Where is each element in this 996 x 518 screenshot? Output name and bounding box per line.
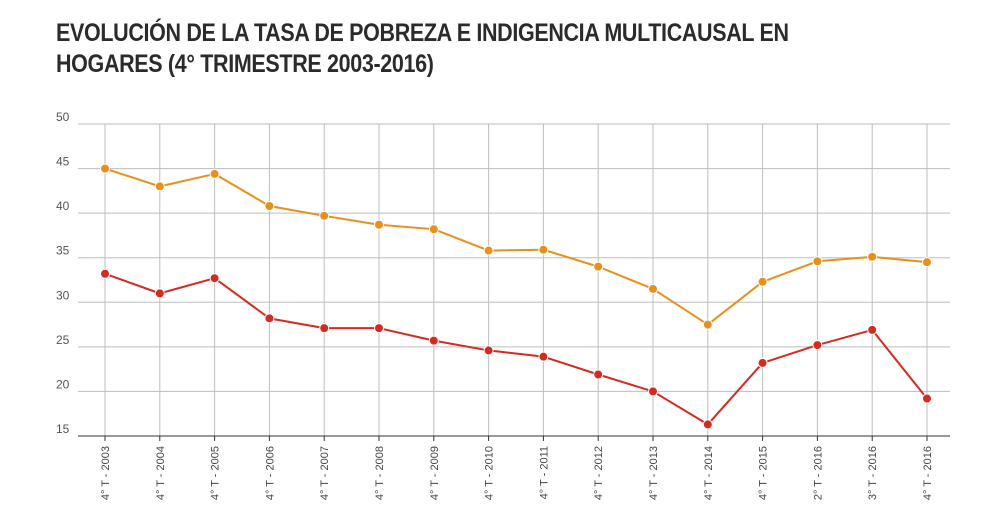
y-tick-label: 35 bbox=[56, 244, 70, 258]
series-2-point bbox=[264, 313, 275, 324]
series-2-point bbox=[483, 345, 494, 356]
x-tick-label: 4° T - 2010 bbox=[484, 446, 496, 500]
x-tick-label: 4° T - 2016 bbox=[922, 446, 934, 500]
chart-title: EVOLUCIÓN DE LA TASA DE POBREZA E INDIGE… bbox=[56, 19, 789, 78]
series-2-point bbox=[648, 386, 658, 397]
series-2-point bbox=[867, 324, 878, 335]
x-tick-label: 4° T - 2008 bbox=[374, 446, 386, 500]
series-1-point bbox=[812, 256, 823, 267]
series-1-point bbox=[264, 201, 275, 212]
x-tick-label: 4° T - 2015 bbox=[758, 446, 770, 500]
series-1-point bbox=[867, 251, 878, 262]
series-1-point bbox=[483, 245, 494, 256]
series-1-point bbox=[922, 257, 932, 268]
x-tick-label: 4° T - 2006 bbox=[264, 446, 276, 500]
series-line-1 bbox=[104, 167, 928, 326]
series-2-point bbox=[428, 335, 439, 346]
series-1-point bbox=[319, 210, 330, 221]
series-1-point bbox=[374, 219, 384, 230]
x-tick-label: 4° T - 2007 bbox=[319, 446, 331, 500]
x-tick-label: 4° T - 2003 bbox=[100, 446, 112, 500]
series-2-point bbox=[319, 323, 330, 334]
series-2-point bbox=[922, 393, 932, 404]
x-tick-label: 2° T - 2016 bbox=[812, 446, 824, 500]
y-tick-label: 50 bbox=[56, 110, 70, 124]
x-tick-label: 4° T - 2009 bbox=[429, 446, 441, 500]
y-tick-label: 40 bbox=[56, 199, 70, 213]
series-2-point bbox=[812, 340, 823, 351]
x-tick-label: 3° T - 2016 bbox=[867, 446, 879, 500]
series-2-point bbox=[154, 288, 165, 299]
y-tick-label: 25 bbox=[56, 333, 70, 347]
line-layer bbox=[104, 167, 928, 426]
x-tick-label: 4° T - 2004 bbox=[155, 446, 167, 500]
series-1-point bbox=[538, 244, 549, 255]
series-1-point bbox=[702, 319, 713, 330]
series-1-point bbox=[648, 283, 658, 294]
x-tick-label: 4° T - 2005 bbox=[210, 446, 222, 500]
x-tick-label: 4° T - 2011 bbox=[538, 446, 550, 499]
grid-layer bbox=[78, 123, 950, 436]
y-tick-label: 15 bbox=[56, 422, 70, 436]
series-1-point bbox=[757, 276, 768, 287]
series-2-point bbox=[757, 357, 768, 368]
series-2-point bbox=[593, 369, 604, 380]
series-line-2 bbox=[104, 272, 928, 426]
y-tick-label: 45 bbox=[56, 155, 70, 169]
y-tick-label: 20 bbox=[56, 377, 70, 391]
series-1-point bbox=[593, 261, 604, 272]
series-2-point bbox=[374, 323, 384, 334]
series-1-point bbox=[428, 224, 439, 235]
y-tick-label: 30 bbox=[56, 288, 70, 302]
x-tick-label: 4° T - 2013 bbox=[648, 446, 660, 500]
series-2-point bbox=[100, 268, 110, 279]
point-layer bbox=[100, 163, 932, 430]
series-2-point bbox=[209, 273, 220, 284]
series-2-point bbox=[702, 419, 713, 430]
series-2-point bbox=[538, 351, 549, 362]
series-1-point bbox=[154, 181, 165, 192]
label-layer: 15 20 25 30 35 40 45 50 4° T - 2003 4° T - 2004 4°… bbox=[56, 110, 934, 500]
series-1-point bbox=[209, 168, 220, 179]
x-tick-label: 4° T - 2014 bbox=[703, 446, 715, 500]
x-tick-label: 4° T - 2012 bbox=[593, 446, 605, 500]
axis-layer bbox=[78, 435, 950, 441]
series-1-point bbox=[100, 163, 110, 174]
